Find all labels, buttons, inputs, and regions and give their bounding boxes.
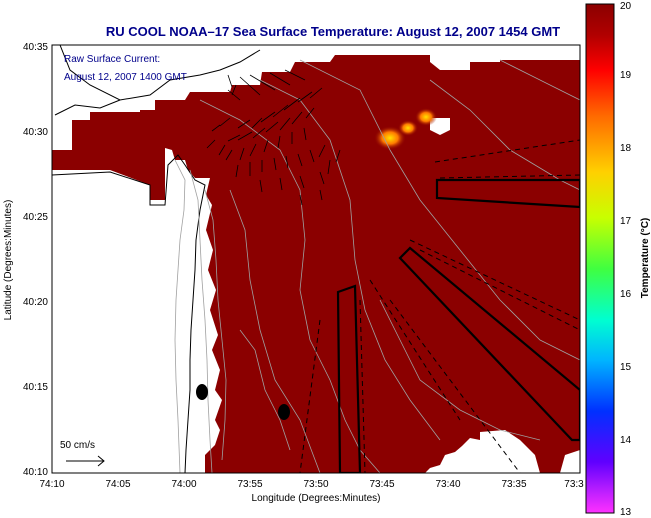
x-tick-label: 73:45 bbox=[369, 479, 394, 490]
warm-spot bbox=[398, 120, 418, 136]
x-tick-label: 74:10 bbox=[39, 479, 64, 490]
y-tick-label: 40:20 bbox=[23, 297, 48, 308]
current-vectors bbox=[206, 69, 341, 206]
colorbar-tick: 17 bbox=[620, 216, 632, 227]
current-label-line1: Raw Surface Current: bbox=[64, 54, 160, 65]
cloud-gap bbox=[140, 100, 155, 110]
colorbar: 20 19 18 17 16 15 14 13 Temperature (°C) bbox=[585, 1, 651, 518]
map-plot-area: Raw Surface Current: August 12, 2007 140… bbox=[52, 45, 580, 473]
y-tick-label: 40:30 bbox=[23, 127, 48, 138]
x-tick-label: 73:40 bbox=[435, 479, 460, 490]
warm-spot bbox=[374, 126, 406, 150]
colorbar-tick: 14 bbox=[620, 435, 632, 446]
radar-boxes bbox=[336, 178, 580, 473]
figure-title: RU COOL NOAA–17 Sea Surface Temperature:… bbox=[106, 24, 560, 39]
radial-dashed-lines bbox=[299, 139, 580, 473]
y-tick-label: 40:15 bbox=[23, 382, 48, 393]
x-tick-label: 73:35 bbox=[501, 479, 526, 490]
sst-field bbox=[52, 55, 580, 473]
x-tick-label: 74:05 bbox=[105, 479, 130, 490]
bathymetry-contours bbox=[174, 59, 580, 473]
y-axis-label: Latitude (Degrees:Minutes) bbox=[3, 200, 14, 321]
colorbar-tick: 19 bbox=[620, 70, 632, 81]
colorbar-tick: 20 bbox=[620, 1, 632, 12]
y-axis: 40:35 40:30 40:25 40:20 40:15 40:10 Lati… bbox=[3, 42, 48, 478]
y-tick-label: 40:35 bbox=[23, 42, 48, 53]
coastline bbox=[52, 154, 206, 473]
scale-arrow bbox=[66, 455, 105, 467]
cloud-gap bbox=[560, 450, 580, 473]
plot-frame bbox=[51, 44, 581, 474]
buoy-marker bbox=[196, 384, 208, 400]
cloud-gap bbox=[430, 118, 450, 135]
colorbar-tick: 16 bbox=[620, 289, 632, 300]
colorbar-label: Temperature (°C) bbox=[640, 218, 651, 299]
x-tick-label: 73:55 bbox=[237, 479, 262, 490]
x-axis: 74:10 74:05 74:00 73:55 73:50 73:45 73:4… bbox=[39, 479, 584, 504]
coastline bbox=[59, 45, 261, 101]
x-tick-label: 74:00 bbox=[171, 479, 196, 490]
x-tick-label: 73:50 bbox=[303, 479, 328, 490]
current-label-line2: August 12, 2007 1400 GMT bbox=[64, 72, 187, 83]
cloud-gap bbox=[430, 55, 500, 70]
colorbar-tick: 13 bbox=[620, 507, 632, 518]
warm-spot bbox=[415, 108, 437, 126]
scale-label: 50 cm/s bbox=[60, 440, 95, 451]
y-tick-label: 40:25 bbox=[23, 212, 48, 223]
colorbar-tick: 18 bbox=[620, 143, 632, 154]
y-tick-label: 40:10 bbox=[23, 467, 48, 478]
x-tick-label: 73:3 bbox=[564, 479, 584, 490]
cloud-gap bbox=[480, 430, 540, 473]
colorbar-tick: 15 bbox=[620, 362, 632, 373]
buoy-marker bbox=[278, 404, 290, 420]
coastline bbox=[54, 99, 121, 116]
x-axis-label: Longitude (Degrees:Minutes) bbox=[252, 493, 381, 504]
colorbar-gradient bbox=[585, 3, 615, 514]
